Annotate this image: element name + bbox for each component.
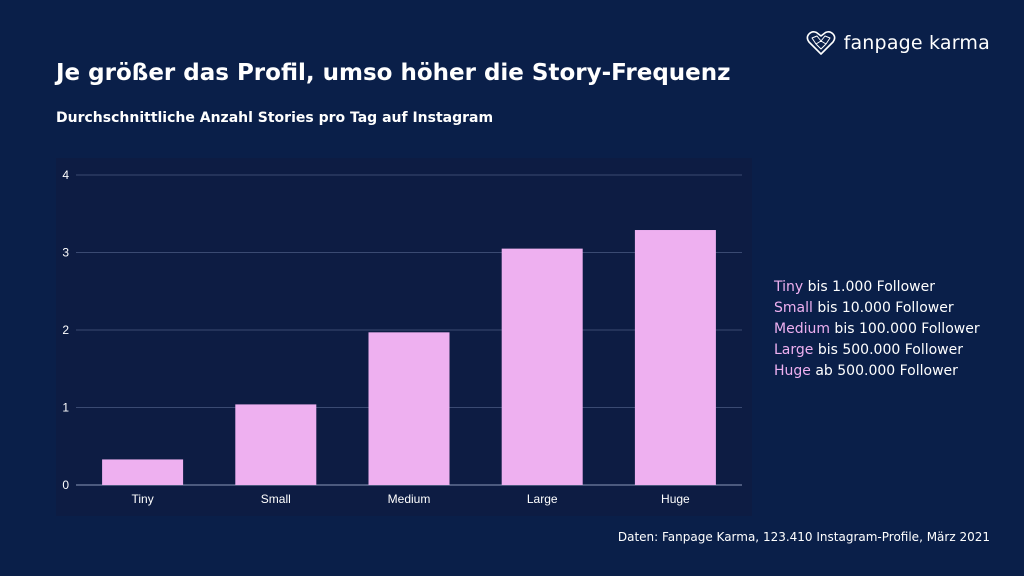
legend-key: Large xyxy=(774,342,814,358)
x-tick-label: Small xyxy=(261,492,291,506)
legend-item-huge: Huge ab 500.000 Follower xyxy=(774,361,980,382)
x-tick-label: Huge xyxy=(661,492,690,506)
y-tick-label: 2 xyxy=(62,323,69,337)
heart-network-icon xyxy=(806,31,836,55)
chart-panel: 0 1 2 3 4 Tiny Small Medium Large Huge xyxy=(56,158,752,516)
bar-tiny xyxy=(102,459,184,485)
legend-text: ab 500.000 Follower xyxy=(810,363,958,379)
legend: Tiny bis 1.000 Follower Small bis 10.000… xyxy=(774,277,980,382)
y-tick-label: 4 xyxy=(62,168,69,182)
data-source-note: Daten: Fanpage Karma, 123.410 Instagram-… xyxy=(617,530,990,544)
bar-large xyxy=(501,248,583,485)
bar-huge xyxy=(634,230,716,485)
chart-subtitle: Durchschnittliche Anzahl Stories pro Tag… xyxy=(56,110,494,126)
page-title: Je größer das Profil, umso höher die Sto… xyxy=(56,60,731,86)
x-tick-label: Medium xyxy=(388,492,431,506)
y-tick-label: 3 xyxy=(62,246,69,260)
legend-key: Small xyxy=(774,300,813,316)
x-tick-label: Tiny xyxy=(131,492,153,506)
legend-item-large: Large bis 500.000 Follower xyxy=(774,340,980,361)
bar-medium xyxy=(368,332,450,485)
legend-key: Tiny xyxy=(774,279,804,295)
bar-chart: 0 1 2 3 4 Tiny Small Medium Large Huge xyxy=(62,168,742,506)
legend-item-medium: Medium bis 100.000 Follower xyxy=(774,319,980,340)
y-tick-label: 0 xyxy=(62,478,69,492)
bar-small xyxy=(235,404,317,485)
legend-text: bis 10.000 Follower xyxy=(812,300,954,316)
y-tick-label: 1 xyxy=(62,401,69,415)
brand-name: fanpage karma xyxy=(843,32,990,54)
legend-text: bis 1.000 Follower xyxy=(803,279,935,295)
legend-text: bis 100.000 Follower xyxy=(829,321,980,337)
brand-logo: fanpage karma xyxy=(806,30,990,56)
legend-key: Huge xyxy=(774,363,811,379)
legend-key: Medium xyxy=(774,321,830,337)
legend-text: bis 500.000 Follower xyxy=(813,342,963,358)
x-tick-label: Large xyxy=(527,492,558,506)
legend-item-tiny: Tiny bis 1.000 Follower xyxy=(774,277,980,298)
legend-item-small: Small bis 10.000 Follower xyxy=(774,298,980,319)
